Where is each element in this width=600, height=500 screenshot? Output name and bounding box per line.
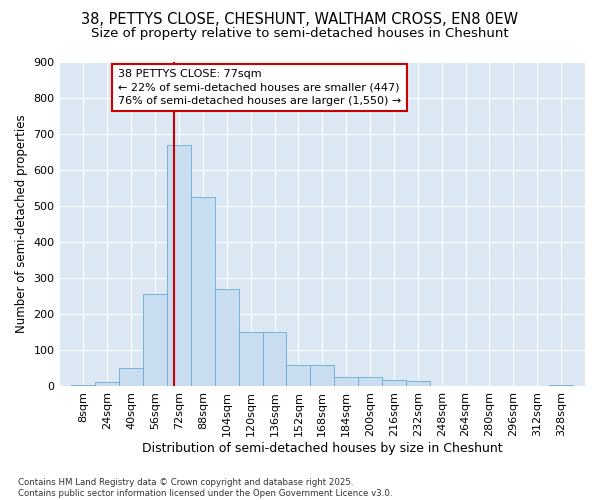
Text: 38 PETTYS CLOSE: 77sqm
← 22% of semi-detached houses are smaller (447)
76% of se: 38 PETTYS CLOSE: 77sqm ← 22% of semi-det…: [118, 70, 401, 106]
Bar: [239, 332, 263, 386]
Bar: [358, 376, 382, 386]
Bar: [406, 381, 430, 386]
Text: Size of property relative to semi-detached houses in Cheshunt: Size of property relative to semi-detach…: [91, 28, 509, 40]
Bar: [310, 365, 334, 386]
Bar: [382, 380, 406, 386]
Y-axis label: Number of semi-detached properties: Number of semi-detached properties: [15, 114, 28, 334]
Bar: [167, 144, 191, 386]
Bar: [286, 365, 310, 386]
Bar: [263, 332, 286, 386]
Bar: [119, 368, 143, 386]
Text: 38, PETTYS CLOSE, CHESHUNT, WALTHAM CROSS, EN8 0EW: 38, PETTYS CLOSE, CHESHUNT, WALTHAM CROS…: [82, 12, 518, 28]
Bar: [71, 384, 95, 386]
Bar: [215, 289, 239, 386]
Bar: [549, 384, 573, 386]
Bar: [191, 197, 215, 386]
Bar: [334, 376, 358, 386]
X-axis label: Distribution of semi-detached houses by size in Cheshunt: Distribution of semi-detached houses by …: [142, 442, 503, 455]
Text: Contains HM Land Registry data © Crown copyright and database right 2025.
Contai: Contains HM Land Registry data © Crown c…: [18, 478, 392, 498]
Bar: [95, 382, 119, 386]
Bar: [143, 294, 167, 386]
